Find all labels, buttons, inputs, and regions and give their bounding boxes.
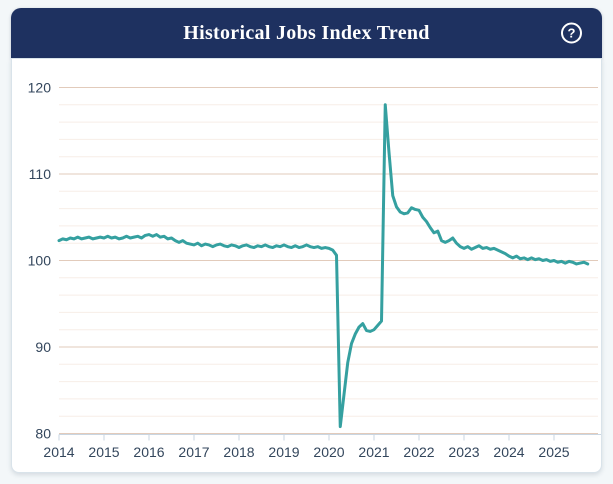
x-tick-label: 2018 bbox=[223, 444, 254, 460]
y-tick-label: 90 bbox=[35, 339, 51, 355]
question-mark-icon: ? bbox=[567, 25, 576, 41]
x-tick-label: 2017 bbox=[178, 444, 209, 460]
jobs-index-trend-line bbox=[57, 103, 590, 429]
x-tick-label: 2019 bbox=[268, 444, 299, 460]
x-tick-label: 2014 bbox=[43, 444, 74, 460]
y-tick-label: 80 bbox=[35, 426, 51, 442]
x-tick-label: 2022 bbox=[403, 444, 434, 460]
y-tick-label: 110 bbox=[29, 166, 52, 182]
x-tick-label: 2016 bbox=[133, 444, 164, 460]
x-tick-label: 2020 bbox=[313, 444, 344, 460]
y-tick-label: 100 bbox=[28, 253, 52, 269]
chart-card: 80 90 100 110 120 2014 2015 2016 2017 2018 2019 202… bbox=[11, 58, 602, 473]
x-tick-label: 2024 bbox=[493, 444, 524, 460]
help-button[interactable]: ? bbox=[561, 22, 582, 44]
page-title: Historical Jobs Index Trend bbox=[183, 21, 430, 44]
jobs-index-chart: 80 90 100 110 120 2014 2015 2016 2017 2018 2019 202… bbox=[28, 80, 601, 460]
x-tick-label: 2015 bbox=[88, 444, 119, 460]
x-tick-label: 2025 bbox=[538, 444, 569, 460]
x-tick-label: 2021 bbox=[358, 444, 389, 460]
y-tick-label: 120 bbox=[28, 80, 52, 96]
card-header: Historical Jobs Index Trend ? bbox=[11, 8, 602, 58]
x-tick-label: 2023 bbox=[448, 444, 479, 460]
